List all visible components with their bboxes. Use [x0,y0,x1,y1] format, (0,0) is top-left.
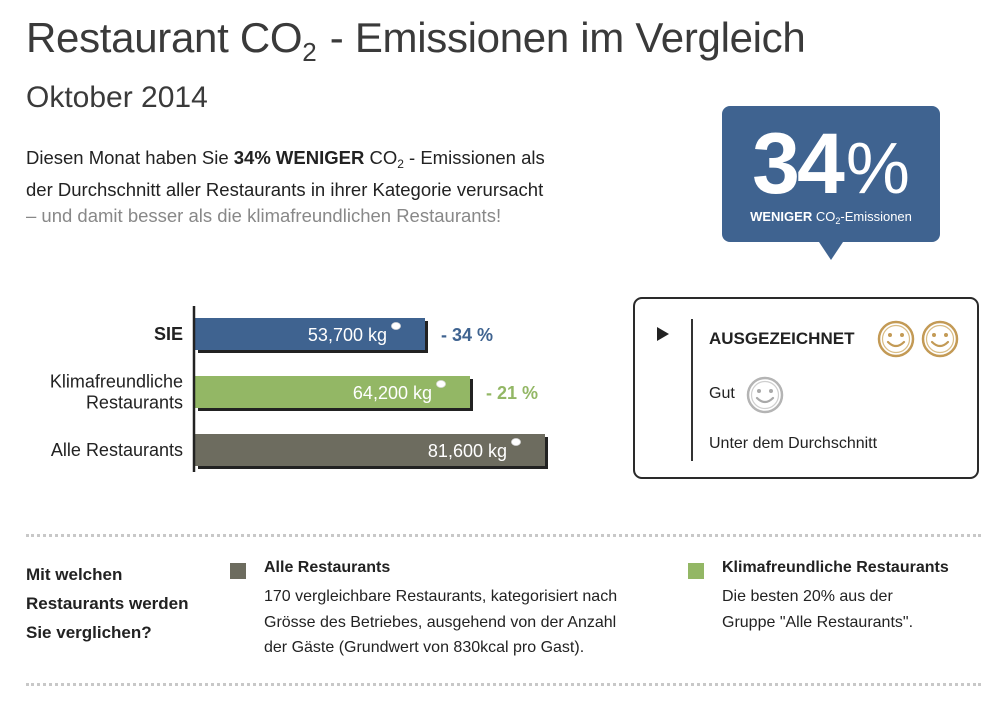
bar-value-label: 81,600 kg [428,441,507,461]
co2-cloud-icon [436,380,446,388]
comparison-question: Mit welchen Restaurants werden Sie vergl… [26,560,189,647]
intro-text: Diesen Monat haben Sie 34% WENIGER CO2 -… [26,145,686,229]
smiley-gold-icon [877,320,915,358]
bar-0 [195,318,425,350]
badge-percent: % [845,129,910,209]
difference-label: - 21 % [486,383,538,403]
page-subtitle: Oktober 2014 [26,81,208,114]
legend-all-desc-line: 170 vergleichbare Restaurants, kategoris… [264,588,618,605]
badge-value: 34% [722,120,940,213]
legend-climate-title: Klimafreundliche Restaurants [722,559,949,576]
legend-all-desc-line: der Gäste (Grundwert von 830kcal pro Gas… [264,639,585,656]
intro-subscript: 2 [397,157,404,171]
legend-climate-desc: Die besten 20% aus der Gruppe "Alle Rest… [722,584,913,635]
question-line-3: Sie verglichen? [26,623,152,642]
legend-all-desc-line: Grösse des Betriebes, ausgehend von der … [264,613,617,631]
intro-line-1: Diesen Monat haben Sie 34% WENIGER CO2 -… [26,145,686,177]
legend-all-desc: 170 vergleichbare Restaurants, kategoris… [264,584,617,661]
rating-below-average: Unter dem Durchschnitt [709,435,878,452]
rating-divider [691,319,693,461]
emissions-bar-chart: 53,700 kg SIE - 34 % 64,200 kg Klimafreundli… [50,306,548,472]
play-icon [657,327,669,341]
intro-line-1-pre: Diesen Monat haben Sie [26,147,234,168]
co2-cloud-icon [511,438,521,446]
category-label: Klimafreundliche [50,372,183,392]
category-label: Restaurants [86,393,183,413]
intro-line-2: der Durchschnitt aller Restaurants in ih… [26,179,544,200]
legend-climate-desc-line: Gruppe "Alle Restaurants". [722,613,914,631]
intro-line-3: – und damit besser als die klimafreundli… [26,205,502,226]
divider-bottom [26,683,981,686]
divider-top [26,534,981,537]
badge-caption-co: CO [812,209,836,224]
title-text-rest: - Emissionen im Vergleich [318,14,806,61]
badge-caption-rest: -Emissionen [840,209,912,224]
category-label: SIE [154,324,183,344]
title-text: Restaurant CO [26,14,303,61]
rating-good: Gut [709,385,735,402]
badge-caption: WENIGER CO2-Emissionen [722,209,940,226]
difference-label: - 34 % [441,325,493,345]
legend-all-title: Alle Restaurants [264,559,391,576]
badge-caption-bold: WENIGER [750,209,813,224]
intro-highlight: 34% WENIGER [233,147,365,168]
title-subscript: 2 [302,37,317,67]
category-label: Alle Restaurants [51,440,183,460]
rating-box: AUSGEZEICHNET Gut Unter dem Durchschnitt [633,297,979,479]
smiley-gold-icon-2 [921,320,959,358]
legend-swatch-green [688,563,704,579]
legend-swatch-grey [230,563,246,579]
bar-2 [195,434,545,466]
bar-value-label: 53,700 kg [308,325,387,345]
question-line-1: Mit welchen [26,565,123,584]
rating-excellent: AUSGEZEICHNET [709,329,855,348]
page-title: Restaurant CO2 - Emissionen im Vergleich [26,14,806,68]
co2-cloud-icon [391,322,401,330]
savings-badge: 34% WENIGER CO2-Emissionen [722,106,940,260]
legend-climate-desc-line: Die besten 20% aus der [722,588,893,605]
intro-line-1-post: - Emissionen als [403,147,545,168]
badge-caption-subscript: 2 [835,216,841,226]
smiley-grey-icon [746,376,784,414]
question-line-2: Restaurants werden [26,594,189,613]
intro-line-1-mid: CO [364,147,398,168]
bar-1 [195,376,470,408]
badge-number: 34 [752,116,845,212]
bar-value-label: 64,200 kg [353,383,432,403]
